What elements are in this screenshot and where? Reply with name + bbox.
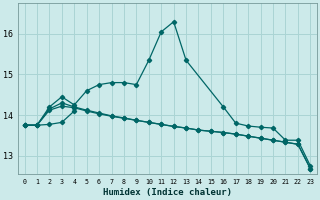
X-axis label: Humidex (Indice chaleur): Humidex (Indice chaleur) <box>103 188 232 197</box>
